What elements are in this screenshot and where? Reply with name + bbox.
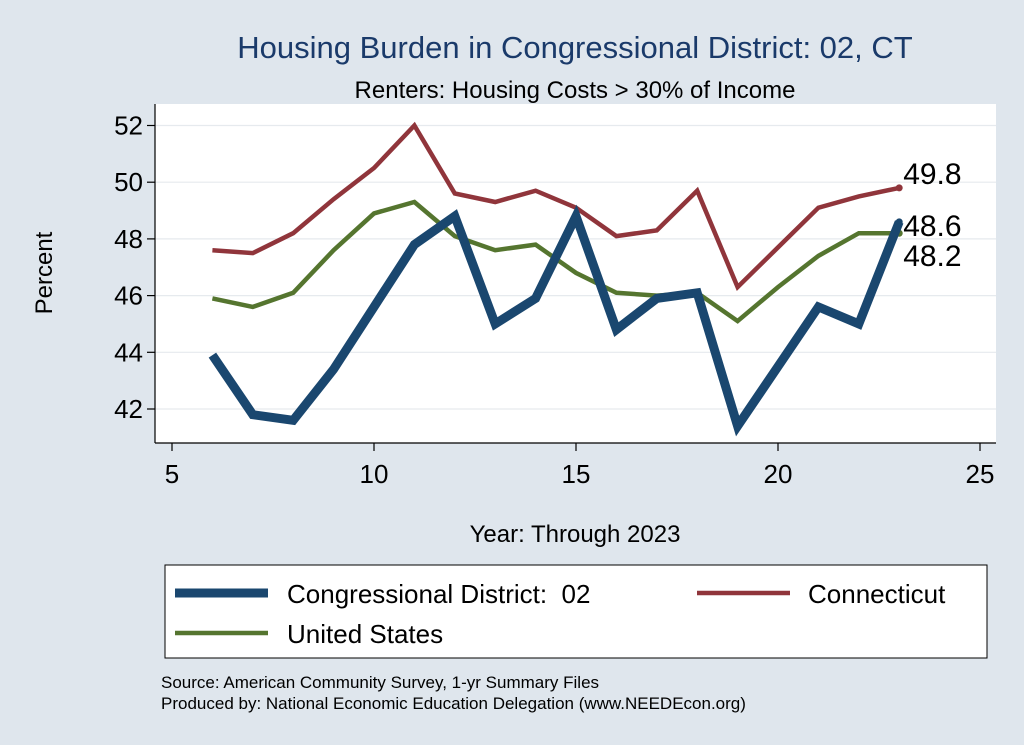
y-axis-ticks: 42 44 46 48 50 52 [114, 111, 155, 424]
series-lines [208, 121, 904, 437]
end-label-us: 48.2 [903, 240, 961, 273]
legend-label-district: Congressional District: 02 [287, 579, 590, 609]
end-label-connecticut: 49.8 [903, 158, 961, 191]
series-line-connecticut-end-marker [895, 184, 903, 192]
series-line-connecticut [212, 121, 900, 292]
tick-label-x-15: 15 [562, 459, 591, 489]
tick-label-x-25: 25 [966, 459, 995, 489]
series-line-district-end-marker [895, 218, 903, 226]
y-axis-label: Percent [31, 231, 58, 314]
tick-label-y-50: 50 [114, 167, 143, 197]
chart-title: Housing Burden in Congressional District… [237, 30, 912, 65]
tick-label-x-10: 10 [360, 459, 389, 489]
grid-lines [155, 124, 996, 410]
tick-label-y-46: 46 [114, 281, 143, 311]
tick-label-y-42: 42 [114, 394, 143, 424]
tick-label-y-44: 44 [114, 337, 143, 367]
end-label-district: 48.6 [903, 210, 961, 243]
end-labels: 48.6 49.8 48.2 [903, 158, 961, 273]
source-note: Source: American Community Survey, 1-yr … [161, 673, 599, 692]
produced-note: Produced by: National Economic Education… [161, 694, 746, 713]
tick-label-y-48: 48 [114, 224, 143, 254]
series-line-district [208, 204, 904, 437]
x-axis-label: Year: Through 2023 [470, 521, 681, 548]
legend-label-us: United States [287, 619, 443, 649]
tick-label-x-5: 5 [165, 459, 179, 489]
chart-subtitle: Renters: Housing Costs > 30% of Income [355, 77, 796, 104]
legend-box [164, 564, 988, 659]
tick-label-x-20: 20 [764, 459, 793, 489]
x-axis-ticks: 5 10 15 20 25 [165, 443, 995, 489]
legend-label-connecticut: Connecticut [808, 579, 946, 609]
tick-label-y-52: 52 [114, 111, 143, 141]
